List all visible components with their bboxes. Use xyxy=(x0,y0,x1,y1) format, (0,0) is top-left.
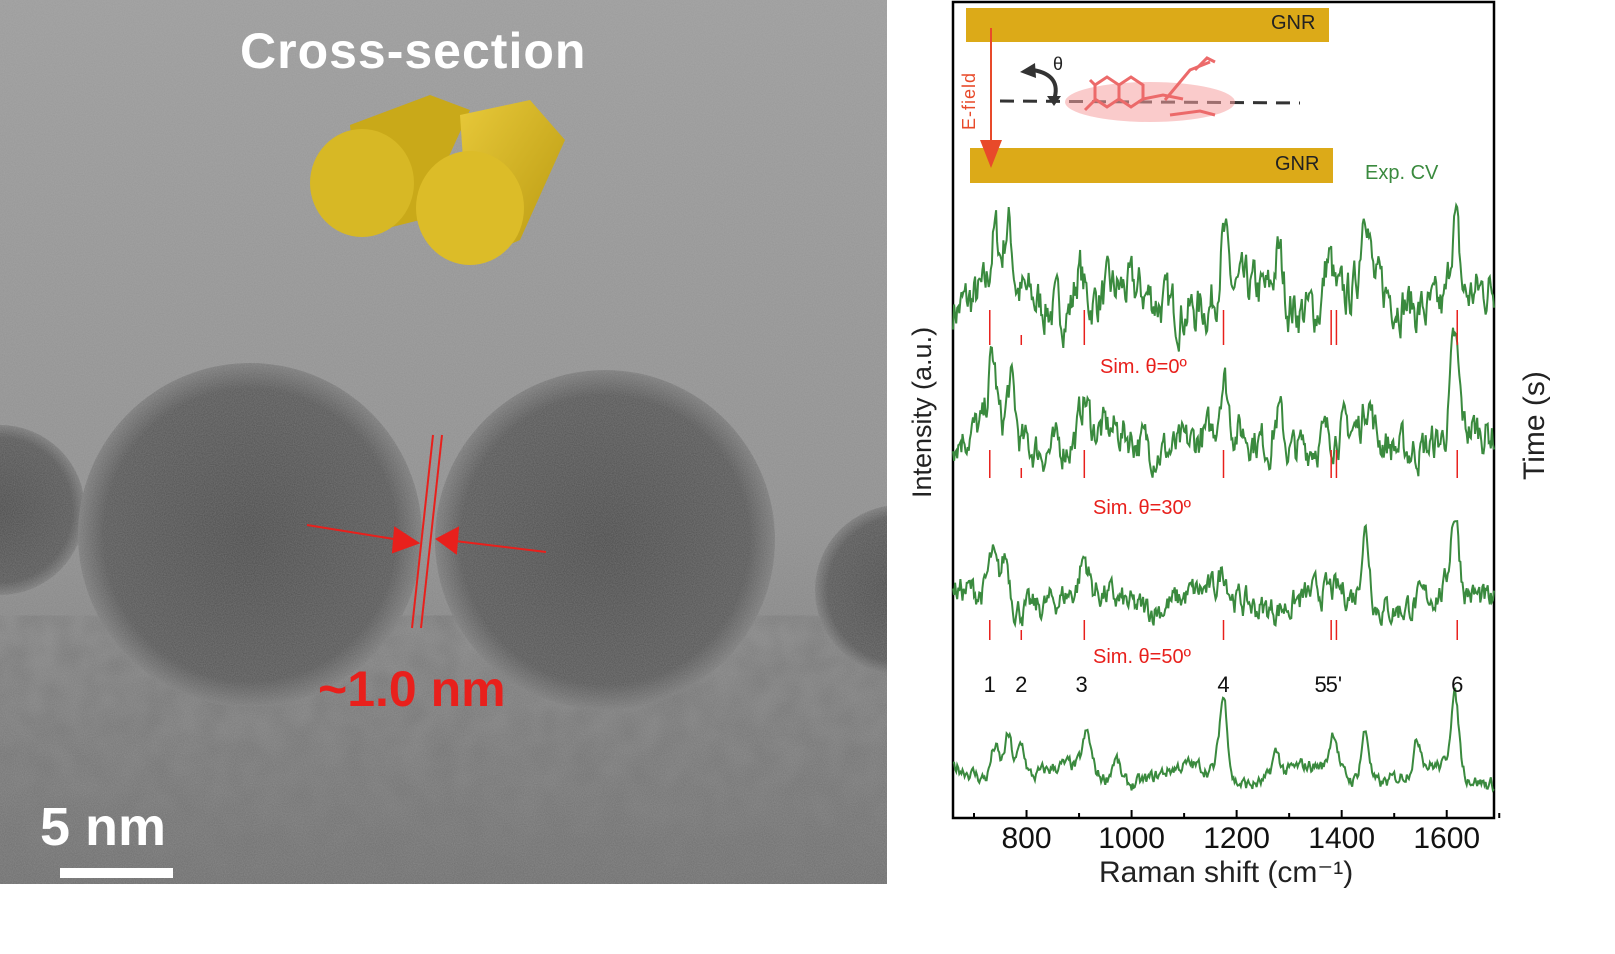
tem-title: Cross-section xyxy=(240,23,587,79)
peak-label: 3 xyxy=(1075,672,1088,697)
nanorod-dimer-icon xyxy=(310,95,565,265)
tem-image: Cross-section ~1.0 nm 5 nm xyxy=(0,0,985,884)
series-label: Sim. θ=0º xyxy=(1100,356,1187,378)
x-tick-label: 1400 xyxy=(1308,822,1376,855)
spectrum-line xyxy=(952,327,1495,478)
gnr-top-electrode xyxy=(966,8,1329,42)
x-tick-label: 1200 xyxy=(1203,822,1270,855)
e-field-arrowhead xyxy=(980,140,1002,168)
peak-label: 1 xyxy=(983,672,996,697)
x-tick-label: 1000 xyxy=(1098,822,1165,855)
spectrum-line xyxy=(952,520,1495,629)
peak-label: 6 xyxy=(1451,672,1464,697)
scale-bar xyxy=(60,868,173,878)
spectrum-line xyxy=(952,687,1495,793)
molecule-icon xyxy=(1083,56,1216,117)
x-tick-label: 800 xyxy=(1001,822,1052,855)
raman-chart: GNR GNR E-field θ Intensity (a.u.) Time … xyxy=(895,0,1615,954)
peak-label: 4 xyxy=(1217,672,1230,697)
series-label: Sim. θ=30º xyxy=(1093,497,1191,519)
peak-label: 2 xyxy=(1015,672,1028,697)
y-axis-label: Intensity (a.u.) xyxy=(907,326,937,498)
e-field-label: E-field xyxy=(959,71,979,130)
gap-label: ~1.0 nm xyxy=(318,661,506,717)
x-axis-label: Raman shift (cm⁻¹) xyxy=(1099,856,1354,889)
gnr-bottom-electrode xyxy=(970,148,1333,183)
series-label: Sim. θ=50º xyxy=(1093,646,1191,668)
x-tick-label: 1600 xyxy=(1413,822,1481,855)
molecule-glow xyxy=(1065,82,1235,122)
series-label: Exp. CV xyxy=(1365,162,1439,184)
gap-marker xyxy=(306,434,547,629)
peak-label: 5 xyxy=(1314,672,1327,697)
plot-frame xyxy=(951,0,1496,820)
gnr-bottom-label: GNR xyxy=(1275,153,1320,175)
spectrum-line xyxy=(952,202,1495,352)
peak-label: 5' xyxy=(1325,672,1343,697)
theta-label: θ xyxy=(1053,54,1064,74)
right-axis-label: Time (s) xyxy=(1518,371,1551,480)
gnr-top-label: GNR xyxy=(1271,12,1316,34)
scale-bar-label: 5 nm xyxy=(40,797,167,857)
